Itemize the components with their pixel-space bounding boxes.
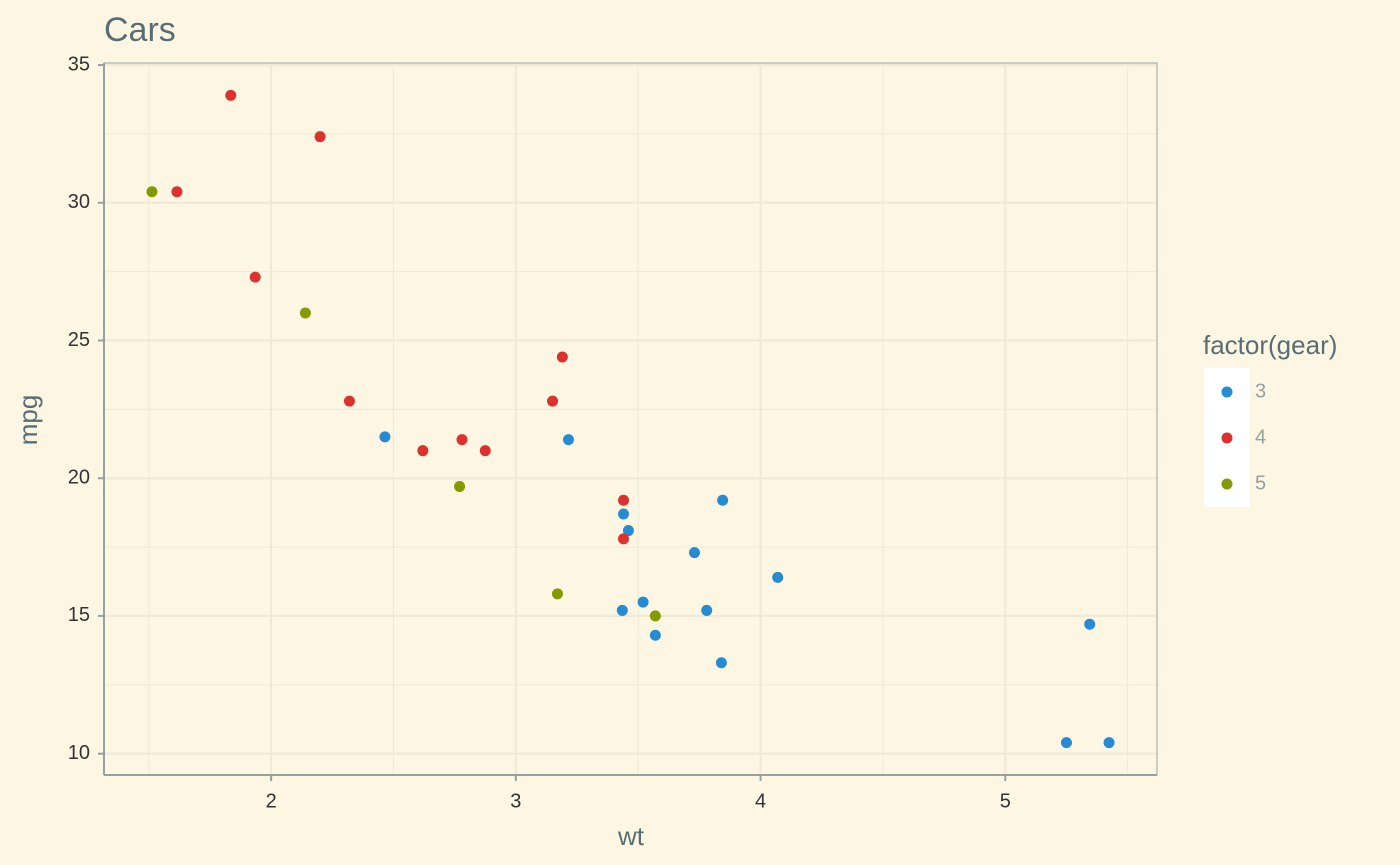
- point: [618, 494, 630, 506]
- point: [146, 186, 158, 198]
- point: [551, 588, 563, 600]
- y-tick-label: 30: [68, 191, 90, 213]
- point: [1084, 618, 1096, 630]
- point: [618, 533, 630, 545]
- x-tick-label: 4: [755, 790, 766, 812]
- point: [715, 657, 727, 669]
- point: [299, 307, 311, 319]
- legend-title: factor(gear): [1203, 330, 1337, 360]
- point: [1060, 737, 1072, 749]
- legend-label: 5: [1255, 472, 1266, 494]
- point: [1103, 737, 1115, 749]
- point: [717, 494, 729, 506]
- point: [479, 445, 491, 457]
- point: [171, 186, 183, 198]
- point: [649, 629, 661, 641]
- point: [225, 89, 237, 101]
- x-axis-label: wt: [617, 821, 645, 851]
- x-tick-label: 3: [510, 790, 521, 812]
- y-tick-label: 20: [68, 466, 90, 488]
- point: [562, 434, 574, 446]
- point: [454, 480, 466, 492]
- point: [249, 271, 261, 283]
- point: [343, 395, 355, 407]
- legend-marker: [1221, 478, 1233, 490]
- point: [314, 131, 326, 143]
- legend-marker: [1221, 432, 1233, 444]
- y-tick-label: 10: [68, 742, 90, 764]
- x-tick-label: 2: [266, 790, 277, 812]
- point: [618, 508, 630, 520]
- legend-label: 4: [1255, 426, 1266, 448]
- point: [556, 351, 568, 363]
- point: [701, 604, 713, 616]
- chart-title: Cars: [104, 11, 176, 49]
- point: [622, 525, 634, 537]
- point: [547, 395, 559, 407]
- legend-marker: [1221, 386, 1233, 398]
- point: [688, 547, 700, 559]
- point: [417, 445, 429, 457]
- point: [649, 610, 661, 622]
- y-tick-label: 35: [68, 53, 90, 75]
- y-axis-label: mpg: [13, 395, 43, 446]
- legend-label: 3: [1255, 380, 1266, 402]
- y-tick-label: 25: [68, 329, 90, 351]
- point: [772, 571, 784, 583]
- point: [637, 596, 649, 608]
- point: [456, 434, 468, 446]
- y-tick-label: 15: [68, 604, 90, 626]
- x-tick-label: 5: [1000, 790, 1011, 812]
- point: [379, 431, 391, 443]
- point: [616, 604, 628, 616]
